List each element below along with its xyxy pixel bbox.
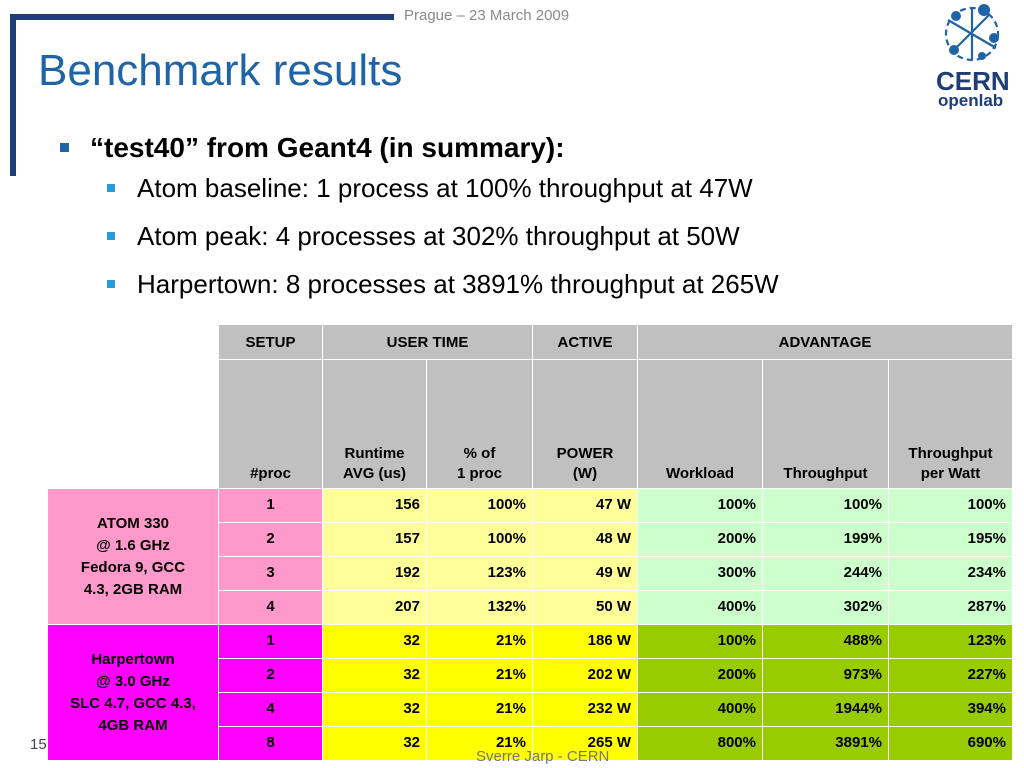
setup-label-harpertown: Harpertown @ 3.0 GHz SLC 4.7, GCC 4.3, 4… <box>47 624 219 761</box>
cell-proc: 8 <box>218 726 323 761</box>
title-frame-top <box>10 14 394 20</box>
table-row: 4 32 21% 232 W 400% 1944% 394% <box>48 692 1013 727</box>
cell-throughput-per-watt: 123% <box>888 624 1013 659</box>
cell-runtime: 157 <box>322 522 427 557</box>
logo-text-openlab: openlab <box>938 91 1003 110</box>
bullet-sub-text: Atom baseline: 1 process at 100% through… <box>137 173 753 203</box>
cell-throughput-per-watt: 690% <box>888 726 1013 761</box>
page-number: 15 <box>30 736 47 753</box>
cell-workload: 800% <box>637 726 763 761</box>
cell-runtime: 32 <box>322 658 427 693</box>
cell-pct: 100% <box>426 522 533 557</box>
footer-author: Sverre Jarp - CERN <box>476 748 610 765</box>
table-row: Harpertown @ 3.0 GHz SLC 4.7, GCC 4.3, 4… <box>47 624 1013 761</box>
bullet-list: “test40” from Geant4 (in summary): Atom … <box>60 128 990 312</box>
col-header-throughput-per-watt: Throughput per Watt <box>888 359 1013 489</box>
cell-throughput: 244% <box>762 556 889 591</box>
cell-proc: 2 <box>218 658 323 693</box>
cern-openlab-logo: CERN openlab <box>932 0 1024 110</box>
bullet-square-icon <box>60 143 69 152</box>
col-header-throughput: Throughput <box>762 359 889 489</box>
cell-throughput: 100% <box>762 488 889 523</box>
bullet-main-text: “test40” from Geant4 (in summary): <box>90 132 565 163</box>
header-user-time: USER TIME <box>322 324 533 360</box>
table-row: 3 192 123% 49 W 300% 244% 234% <box>48 556 1013 591</box>
benchmark-table: SETUP USER TIME ACTIVE ADVANTAGE #proc R… <box>47 324 1013 761</box>
logo-text-cern: CERN <box>936 66 1010 96</box>
bullet-sub: Harpertown: 8 processes at 3891% through… <box>107 264 990 312</box>
col-header-workload: Workload <box>637 359 763 489</box>
header-setup: SETUP <box>218 324 323 360</box>
cell-throughput: 1944% <box>762 692 889 727</box>
cell-power: 186 W <box>532 624 638 659</box>
cell-workload: 100% <box>637 488 763 523</box>
cell-throughput: 488% <box>762 624 889 659</box>
cell-throughput: 302% <box>762 590 889 625</box>
cell-workload: 200% <box>637 658 763 693</box>
cell-pct: 123% <box>426 556 533 591</box>
header-active: ACTIVE <box>532 324 638 360</box>
bullet-sub: Atom baseline: 1 process at 100% through… <box>107 168 990 216</box>
cell-runtime: 207 <box>322 590 427 625</box>
table-row: 4 207 132% 50 W 400% 302% 287% <box>48 590 1013 625</box>
col-header-proc: #proc <box>218 359 323 489</box>
cell-throughput-per-watt: 394% <box>888 692 1013 727</box>
cell-proc: 1 <box>218 488 323 523</box>
cell-throughput-per-watt: 287% <box>888 590 1013 625</box>
cell-throughput-per-watt: 195% <box>888 522 1013 557</box>
bullet-sub-text: Harpertown: 8 processes at 3891% through… <box>137 269 779 299</box>
cell-pct: 21% <box>426 658 533 693</box>
cell-throughput: 973% <box>762 658 889 693</box>
bullet-main: “test40” from Geant4 (in summary): <box>60 128 990 168</box>
col-header-runtime: Runtime AVG (us) <box>322 359 427 489</box>
slide-title: Benchmark results <box>38 46 403 95</box>
cell-pct: 21% <box>426 726 533 761</box>
cell-workload: 400% <box>637 692 763 727</box>
cell-power: 47 W <box>532 488 638 523</box>
cell-pct: 21% <box>426 624 533 659</box>
cell-runtime: 32 <box>322 624 427 659</box>
bullet-square-icon <box>107 184 115 192</box>
cell-proc: 4 <box>218 590 323 625</box>
cell-workload: 100% <box>637 624 763 659</box>
setup-label-atom: ATOM 330 @ 1.6 GHz Fedora 9, GCC 4.3, 2G… <box>47 488 219 625</box>
cell-throughput: 3891% <box>762 726 889 761</box>
cell-workload: 200% <box>637 522 763 557</box>
bullet-square-icon <box>107 280 115 288</box>
cell-power: 49 W <box>532 556 638 591</box>
cell-throughput-per-watt: 100% <box>888 488 1013 523</box>
table-row: 2 157 100% 48 W 200% 199% 195% <box>48 522 1013 557</box>
cell-runtime: 156 <box>322 488 427 523</box>
cell-runtime: 32 <box>322 692 427 727</box>
cell-throughput-per-watt: 227% <box>888 658 1013 693</box>
cell-workload: 300% <box>637 556 763 591</box>
cell-proc: 2 <box>218 522 323 557</box>
bullet-sub: Atom peak: 4 processes at 302% throughpu… <box>107 216 990 264</box>
col-header-pct: % of 1 proc <box>426 359 533 489</box>
cell-power: 265 W <box>532 726 638 761</box>
cell-power: 48 W <box>532 522 638 557</box>
cell-proc: 4 <box>218 692 323 727</box>
cell-proc: 1 <box>218 624 323 659</box>
cell-pct: 21% <box>426 692 533 727</box>
cell-power: 232 W <box>532 692 638 727</box>
cell-pct: 132% <box>426 590 533 625</box>
cell-runtime: 192 <box>322 556 427 591</box>
cell-runtime: 32 <box>322 726 427 761</box>
bullet-sub-text: Atom peak: 4 processes at 302% throughpu… <box>137 221 740 251</box>
cell-power: 50 W <box>532 590 638 625</box>
col-header-power: POWER (W) <box>532 359 638 489</box>
title-frame-left <box>10 14 16 176</box>
cell-proc: 3 <box>218 556 323 591</box>
cell-throughput: 199% <box>762 522 889 557</box>
table-row: 8 32 21% 265 W 800% 3891% 690% <box>48 726 1013 761</box>
header-advantage: ADVANTAGE <box>637 324 1013 360</box>
cell-power: 202 W <box>532 658 638 693</box>
table-row: ATOM 330 @ 1.6 GHz Fedora 9, GCC 4.3, 2G… <box>47 488 1013 625</box>
header-date: Prague – 23 March 2009 <box>404 7 570 24</box>
cell-workload: 400% <box>637 590 763 625</box>
cell-pct: 100% <box>426 488 533 523</box>
cell-throughput-per-watt: 234% <box>888 556 1013 591</box>
bullet-square-icon <box>107 232 115 240</box>
